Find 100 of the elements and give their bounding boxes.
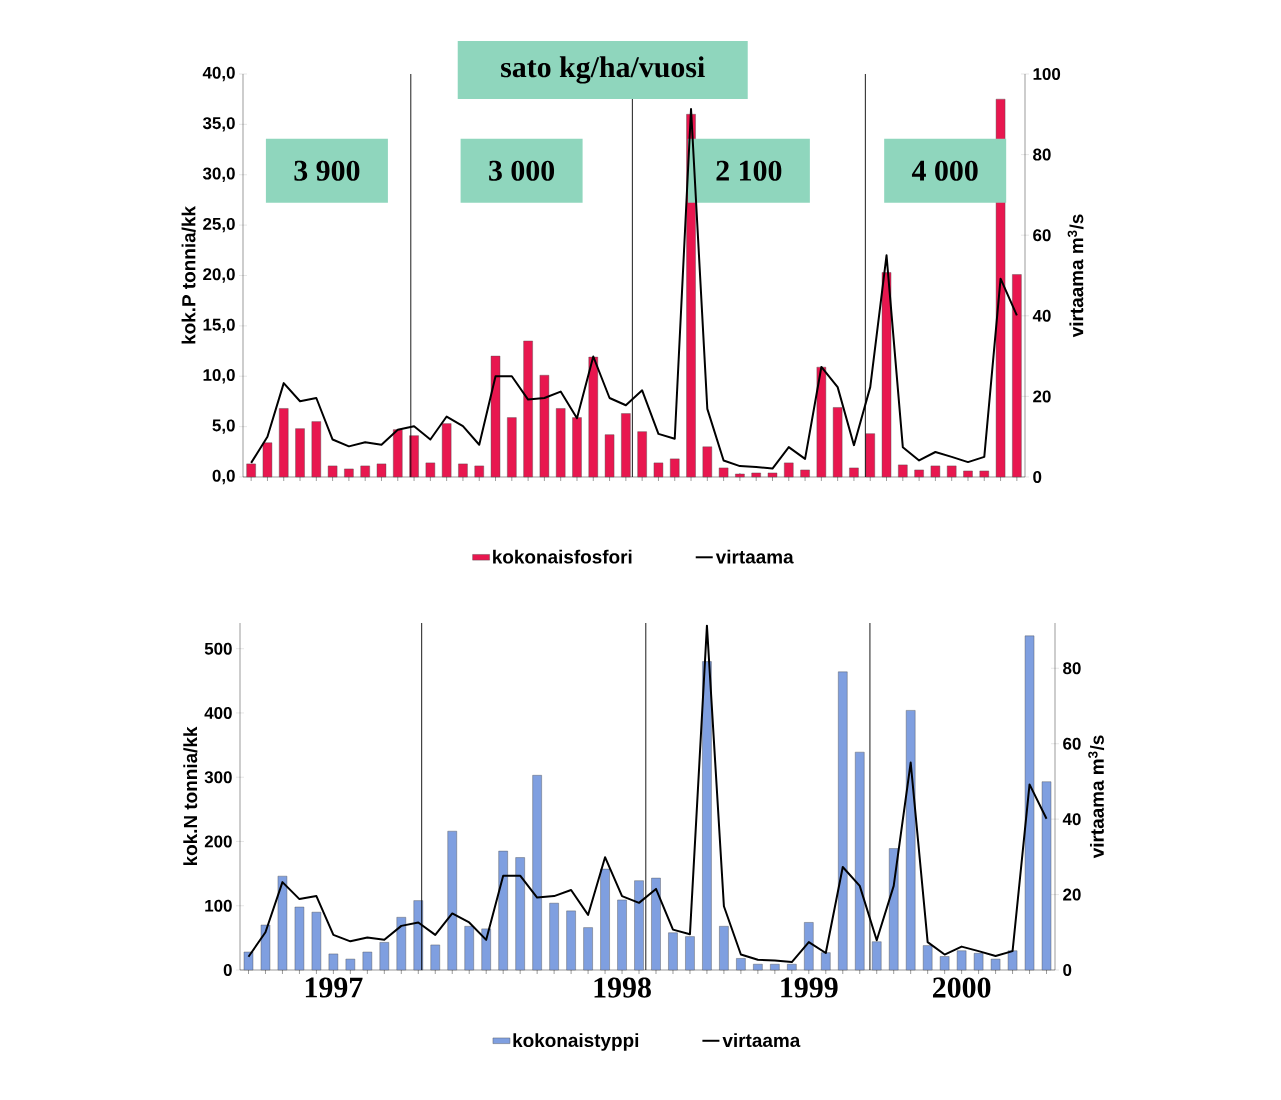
- bar: [787, 964, 797, 971]
- bar: [770, 964, 780, 971]
- bar: [327, 465, 338, 478]
- bar: [260, 924, 271, 971]
- y2-tick-label: 40: [1062, 813, 1081, 826]
- bar: [939, 956, 950, 971]
- bar: [914, 469, 924, 478]
- bar: [767, 472, 778, 478]
- bar: [821, 952, 831, 971]
- y-axis-title: kok.P tonnia/kk: [181, 206, 196, 344]
- y-tick-label: 200: [204, 835, 232, 848]
- bar: [328, 953, 339, 971]
- bar: [973, 953, 984, 971]
- bar: [549, 902, 559, 971]
- bar: [279, 408, 289, 478]
- bar: [396, 917, 406, 971]
- y-tick-label: 10,0: [203, 369, 235, 384]
- y2-tick-label: 60: [1033, 229, 1051, 242]
- bar: [881, 272, 892, 478]
- bar: [832, 407, 843, 478]
- x-tick-label: 1997: [305, 977, 363, 998]
- bar: [800, 469, 810, 478]
- bar: [458, 463, 468, 478]
- bar: [979, 470, 989, 478]
- y2-tick-label: 60: [1063, 737, 1081, 750]
- y-axis-title: kok.N tonnia/kk: [183, 726, 198, 866]
- bar: [430, 944, 440, 971]
- bar: [360, 465, 370, 478]
- bar: [855, 751, 865, 971]
- annotation: 2 100: [716, 160, 782, 181]
- bar: [604, 434, 615, 478]
- bar: [702, 446, 713, 478]
- bar: [753, 964, 763, 971]
- y2-tick-label: 20: [1033, 390, 1051, 403]
- y2-tick-label: 80: [1033, 148, 1051, 161]
- bar: [246, 463, 256, 478]
- bar: [362, 951, 373, 971]
- bar: [588, 356, 598, 478]
- bar: [784, 462, 794, 478]
- bar: [393, 429, 403, 478]
- bar: [719, 926, 729, 971]
- bar: [295, 428, 305, 478]
- legend-label: kokonaistyppi: [513, 1033, 639, 1051]
- bar: [523, 340, 533, 478]
- bar: [345, 958, 356, 971]
- bar: [447, 831, 457, 971]
- y-tick-label: 500: [204, 642, 232, 655]
- bar: [1007, 950, 1018, 971]
- bar: [702, 661, 712, 971]
- y-tick-label: 30,0: [202, 167, 235, 182]
- y-tick-label: 15,0: [203, 318, 235, 334]
- y2-axis-title: virtaama m$^{3}$/s: [1067, 214, 1084, 338]
- annotation: 4 000: [911, 160, 978, 181]
- y2-tick-label: 80: [1063, 662, 1081, 675]
- bar: [670, 458, 680, 478]
- bar: [990, 958, 1001, 971]
- bar: [637, 431, 647, 478]
- bar: [262, 442, 273, 478]
- bar: [1024, 635, 1035, 971]
- legend-label: virtaama: [715, 549, 794, 564]
- bar: [555, 408, 566, 478]
- bar: [583, 927, 593, 971]
- bar: [566, 910, 576, 971]
- bar: [481, 928, 491, 971]
- bar: [963, 470, 973, 478]
- y-tick-label: 40,0: [202, 66, 235, 82]
- bar: [539, 375, 550, 478]
- legend-label: virtaama: [722, 1033, 801, 1048]
- y2-tick-label: 20: [1063, 888, 1081, 901]
- x-tick-label: 2000: [932, 977, 991, 998]
- y-tick-label: 100: [205, 899, 232, 912]
- y2-axis-title: virtaama m$^{3}$/s: [1088, 735, 1105, 859]
- bar: [409, 435, 419, 478]
- bar: [277, 875, 288, 971]
- annotation: 3 000: [489, 160, 555, 181]
- bar: [311, 421, 322, 478]
- bar: [507, 417, 517, 478]
- y2-tick-label: 0: [1033, 470, 1042, 483]
- x-tick-label: 1999: [781, 977, 838, 998]
- bar: [413, 900, 423, 971]
- bar: [905, 710, 916, 971]
- bar: [956, 950, 967, 971]
- bar: [572, 417, 582, 478]
- bar: [498, 850, 508, 971]
- legend-label: kokonaisfosfori: [493, 549, 632, 564]
- bar: [736, 958, 746, 971]
- bar: [634, 880, 644, 971]
- bar: [621, 413, 631, 478]
- bar: [751, 472, 761, 478]
- bar: [804, 922, 814, 971]
- y-tick-label: 0: [223, 964, 232, 976]
- bar: [441, 423, 452, 478]
- bar: [865, 433, 875, 478]
- y2-tick-label: 40: [1032, 309, 1051, 322]
- bar: [816, 366, 827, 478]
- bar: [311, 911, 322, 971]
- bar: [425, 462, 436, 478]
- bar: [344, 468, 354, 478]
- bar: [464, 926, 474, 971]
- bar: [243, 951, 254, 971]
